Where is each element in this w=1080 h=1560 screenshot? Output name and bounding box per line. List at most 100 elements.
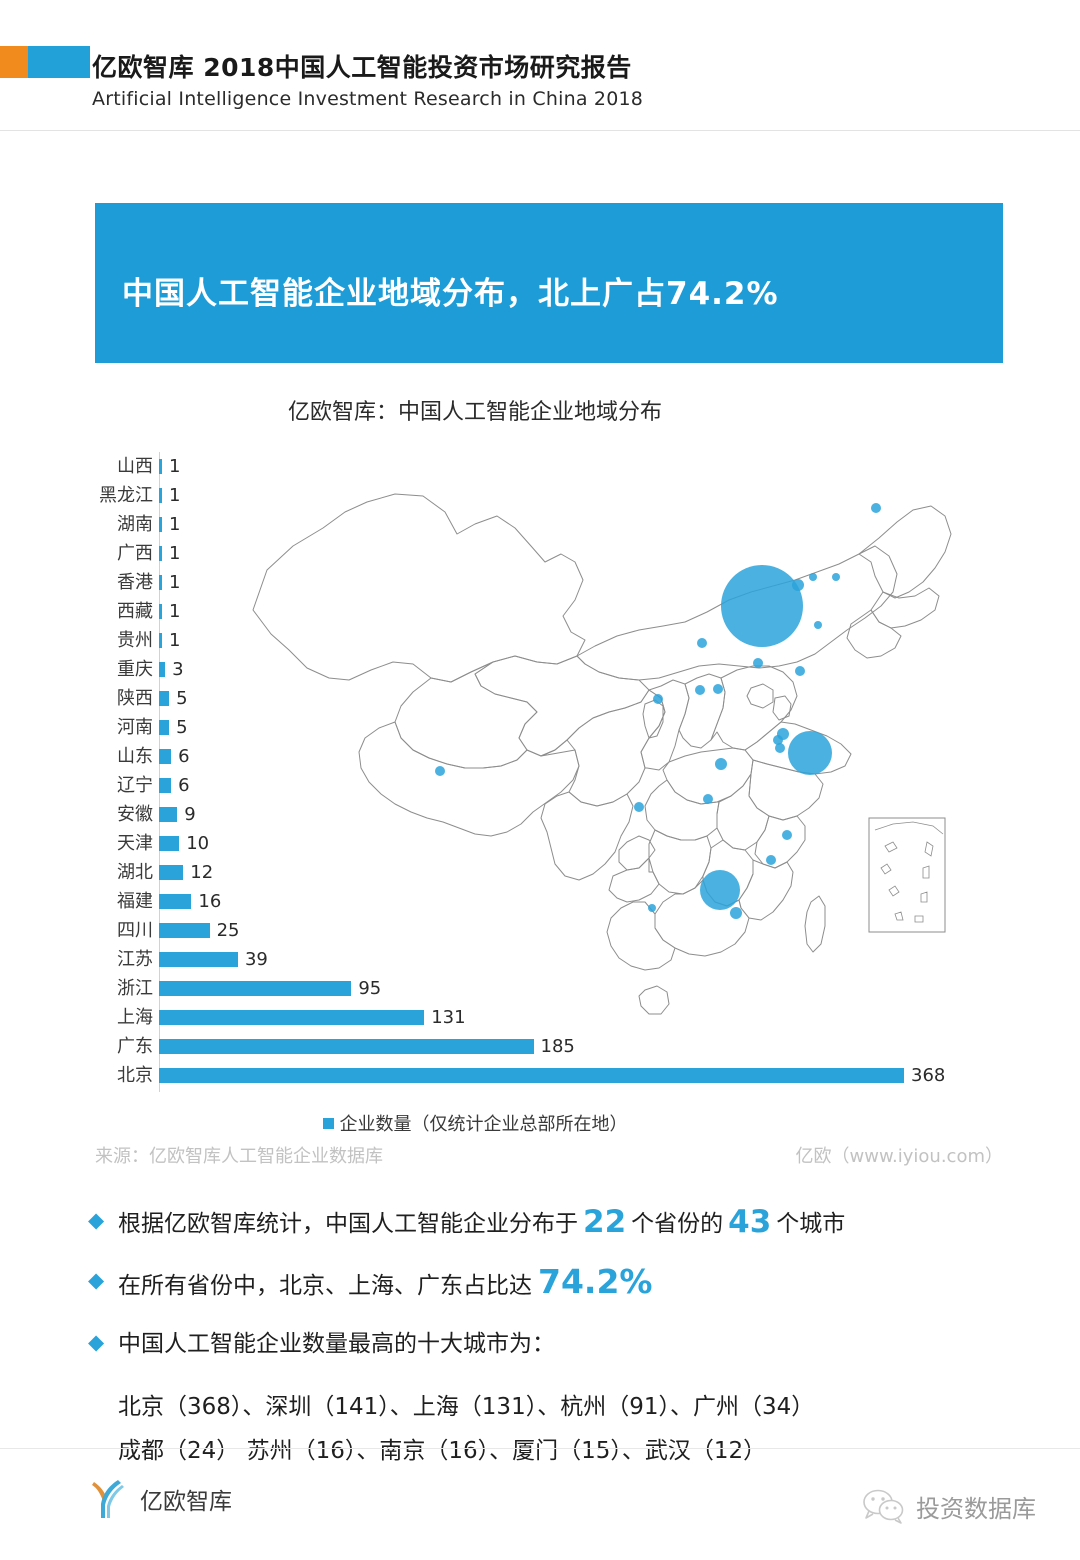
bullet-2-pre: 在所有省份中，北京、上海、广东占比达 <box>118 1273 532 1299</box>
bar-value-label: 368 <box>911 1064 946 1086</box>
bullet-1-text: 根据亿欧智库统计，中国人工智能企业分布于 22 个省份的 43 个城市 <box>118 1205 845 1241</box>
report-subtitle: Artificial Intelligence Investment Resea… <box>92 88 644 110</box>
bar-row: 江苏 39 <box>95 945 1003 974</box>
bar-row-bar-area: 39 <box>159 945 1003 974</box>
map-bubble <box>753 658 763 668</box>
bar-value-label: 1 <box>169 542 181 564</box>
bar <box>159 836 180 851</box>
bar-row-label: 福建 <box>117 890 153 912</box>
bar-value-label: 25 <box>216 919 240 941</box>
bar-value-label: 12 <box>190 861 214 883</box>
bar-row: 北京 368 <box>95 1061 1003 1090</box>
bar-row-bar-area: 6 <box>159 771 1003 800</box>
yiou-logo-icon <box>92 1480 124 1518</box>
diamond-bullet-icon: ◆ <box>88 1208 105 1232</box>
bar-value-label: 3 <box>172 658 184 680</box>
bar-row-label: 河南 <box>117 716 153 738</box>
bar <box>159 894 192 909</box>
header-accent-blue <box>28 46 90 78</box>
legend-label: 企业数量（仅统计企业总部所在地） <box>339 1114 628 1135</box>
bar-row: 辽宁 6 <box>95 771 1003 800</box>
bar-row: 广西 1 <box>95 539 1003 568</box>
bar <box>159 604 162 619</box>
bar-row: 西藏 1 <box>95 597 1003 626</box>
bar-value-label: 1 <box>169 455 181 477</box>
bullet-1: ◆ 根据亿欧智库统计，中国人工智能企业分布于 22 个省份的 43 个城市 <box>88 1205 1018 1241</box>
map-bubble <box>795 666 805 676</box>
map-bubble <box>653 694 663 704</box>
map-bubble <box>634 802 644 812</box>
bar-row-bar-area: 10 <box>159 829 1003 858</box>
bar <box>159 1010 425 1025</box>
bar <box>159 981 352 996</box>
map-bubble <box>788 731 832 775</box>
wechat-icon <box>863 1489 904 1524</box>
map-bubble <box>700 870 740 910</box>
map-bubble <box>648 904 656 912</box>
bar-row-label: 重庆 <box>117 658 153 680</box>
bar-row: 广东 185 <box>95 1032 1003 1061</box>
chart-source: 来源：亿欧智库人工智能企业数据库 <box>95 1146 383 1167</box>
bar-value-label: 95 <box>358 977 382 999</box>
map-bubble <box>766 855 776 865</box>
bar-row-bar-area: 25 <box>159 916 1003 945</box>
bar-row: 山西 1 <box>95 452 1003 481</box>
bar-row-label: 贵州 <box>117 629 153 651</box>
wechat-account-badge: 投资数据库 <box>862 1488 1036 1524</box>
bar-value-label: 1 <box>169 571 181 593</box>
bar-value-label: 6 <box>178 745 190 767</box>
map-bubble <box>871 503 881 513</box>
bullet-2: ◆ 在所有省份中，北京、上海、广东占比达 74.2% <box>88 1265 1018 1303</box>
brand-logo: 亿欧智库 <box>88 1478 232 1520</box>
bar-row: 河南 5 <box>95 713 1003 742</box>
slide-banner <box>95 203 1003 363</box>
bar-row: 陕西 5 <box>95 684 1003 713</box>
chart-axis-line <box>159 452 160 1092</box>
map-bubble <box>435 766 445 776</box>
map-bubble-group <box>435 503 881 919</box>
bar-value-label: 185 <box>540 1035 575 1057</box>
map-bubble <box>775 743 785 753</box>
bar <box>159 1039 534 1054</box>
bar-row-bar-area: 1 <box>159 626 1003 655</box>
bar-row: 天津 10 <box>95 829 1003 858</box>
bar-value-label: 9 <box>184 803 196 825</box>
bar <box>159 488 162 503</box>
header-accent-bars <box>0 46 90 78</box>
bar <box>159 778 172 793</box>
bar-row-label: 陕西 <box>117 687 153 709</box>
bar-value-label: 1 <box>169 484 181 506</box>
header-divider <box>0 130 1080 131</box>
map-bubble <box>697 638 707 648</box>
bar-row-bar-area: 16 <box>159 887 1003 916</box>
bar-row: 贵州 1 <box>95 626 1003 655</box>
bar-row-bar-area: 185 <box>159 1032 1003 1061</box>
bar-row: 上海 131 <box>95 1003 1003 1032</box>
bar-value-label: 5 <box>176 687 188 709</box>
china-map <box>245 450 1005 1100</box>
bullet-3-text: 中国人工智能企业数量最高的十大城市为： <box>118 1331 555 1357</box>
bar <box>159 1068 904 1083</box>
bar-value-label: 1 <box>169 629 181 651</box>
bar-row: 重庆 3 <box>95 655 1003 684</box>
bar-row-bar-area: 95 <box>159 974 1003 1003</box>
bullet-3-block: 中国人工智能企业数量最高的十大城市为： <box>118 1327 555 1361</box>
map-bubble <box>721 565 803 647</box>
chart-legend: 企业数量（仅统计企业总部所在地） <box>95 1110 855 1136</box>
map-bubble <box>782 830 792 840</box>
map-bubble <box>713 684 723 694</box>
bar-row-bar-area: 12 <box>159 858 1003 887</box>
bar-row-bar-area: 9 <box>159 800 1003 829</box>
bar-row: 湖南 1 <box>95 510 1003 539</box>
map-bubble <box>695 685 705 695</box>
map-bubble <box>832 573 840 581</box>
map-bubble <box>715 758 727 770</box>
diamond-bullet-icon: ◆ <box>88 1268 105 1292</box>
report-title: 亿欧智库 2018中国人工智能投资市场研究报告 <box>92 53 632 82</box>
map-bubble <box>703 794 713 804</box>
bar-row-bar-area: 1 <box>159 539 1003 568</box>
slide-banner-title: 中国人工智能企业地域分布，北上广占74.2% <box>122 276 779 312</box>
bullet-1-number-cities: 43 <box>728 1204 772 1240</box>
bar-row-bar-area: 1 <box>159 510 1003 539</box>
bar-row-label: 四川 <box>117 919 153 941</box>
